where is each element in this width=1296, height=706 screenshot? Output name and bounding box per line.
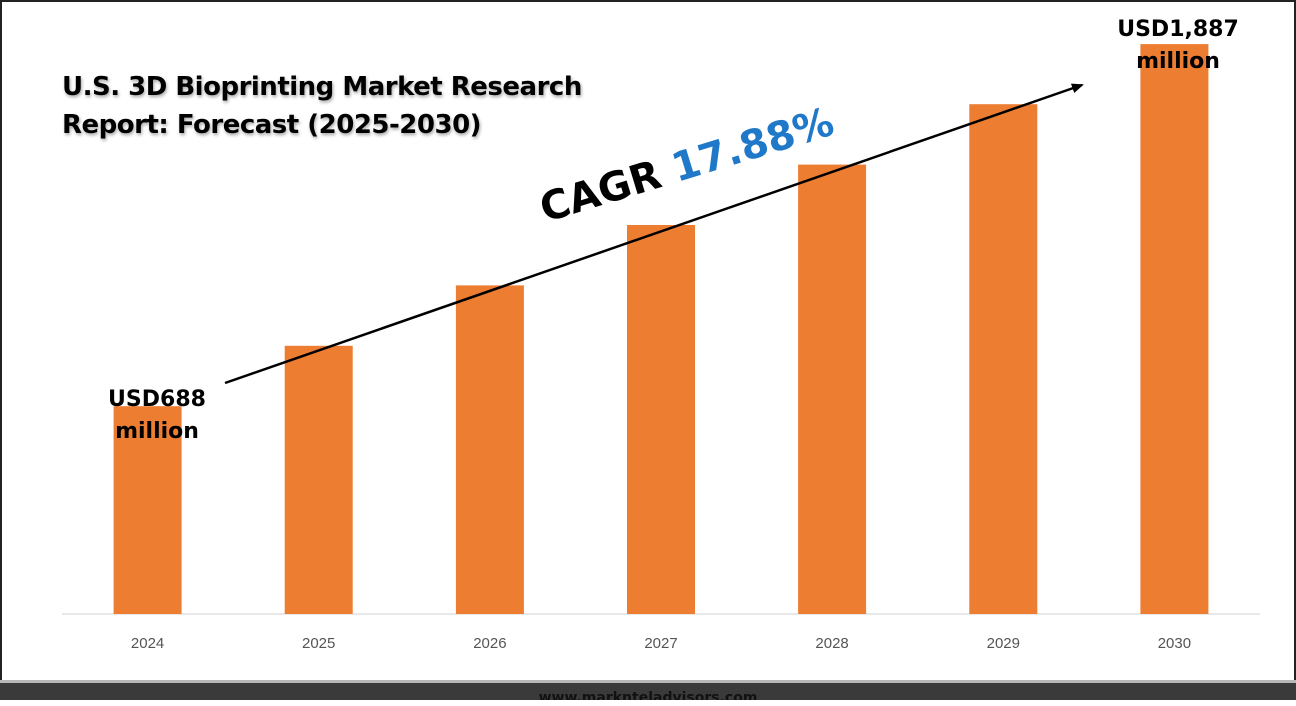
start-value-callout: USD688 million — [92, 384, 222, 448]
end-value-amount: USD1,887 — [1117, 17, 1239, 42]
end-value-unit: million — [1136, 49, 1220, 74]
x-tick-label-2024: 2024 — [131, 635, 164, 652]
x-tick-label-2025: 2025 — [302, 635, 335, 652]
bars-group — [113, 44, 1209, 615]
bar-2026 — [455, 285, 524, 614]
x-tick-label-2030: 2030 — [1158, 635, 1191, 652]
bar-2025 — [284, 345, 353, 614]
bar-2027 — [627, 225, 695, 614]
x-tick-label-2027: 2027 — [644, 635, 677, 652]
bar-2030 — [1140, 44, 1209, 615]
x-tick-labels: 2024 2025 2026 2027 2028 2029 2030 — [131, 635, 1191, 652]
start-value-amount: USD688 — [108, 387, 206, 412]
bar-2024 — [113, 406, 182, 614]
x-tick-label-2028: 2028 — [815, 635, 848, 652]
bar-2028 — [798, 164, 867, 614]
chart-title: U.S. 3D Bioprinting Market Research Repo… — [62, 72, 582, 140]
footer-bar — [0, 680, 1296, 700]
footer-source: www.marknteladvisors.com — [538, 690, 758, 706]
start-value-unit: million — [115, 419, 199, 444]
bar-2029 — [969, 104, 1038, 614]
x-tick-label-2029: 2029 — [987, 635, 1020, 652]
end-value-callout: USD1,887 million — [1108, 14, 1248, 78]
x-tick-label-2026: 2026 — [473, 635, 506, 652]
growth-arrow — [224, 83, 1084, 385]
